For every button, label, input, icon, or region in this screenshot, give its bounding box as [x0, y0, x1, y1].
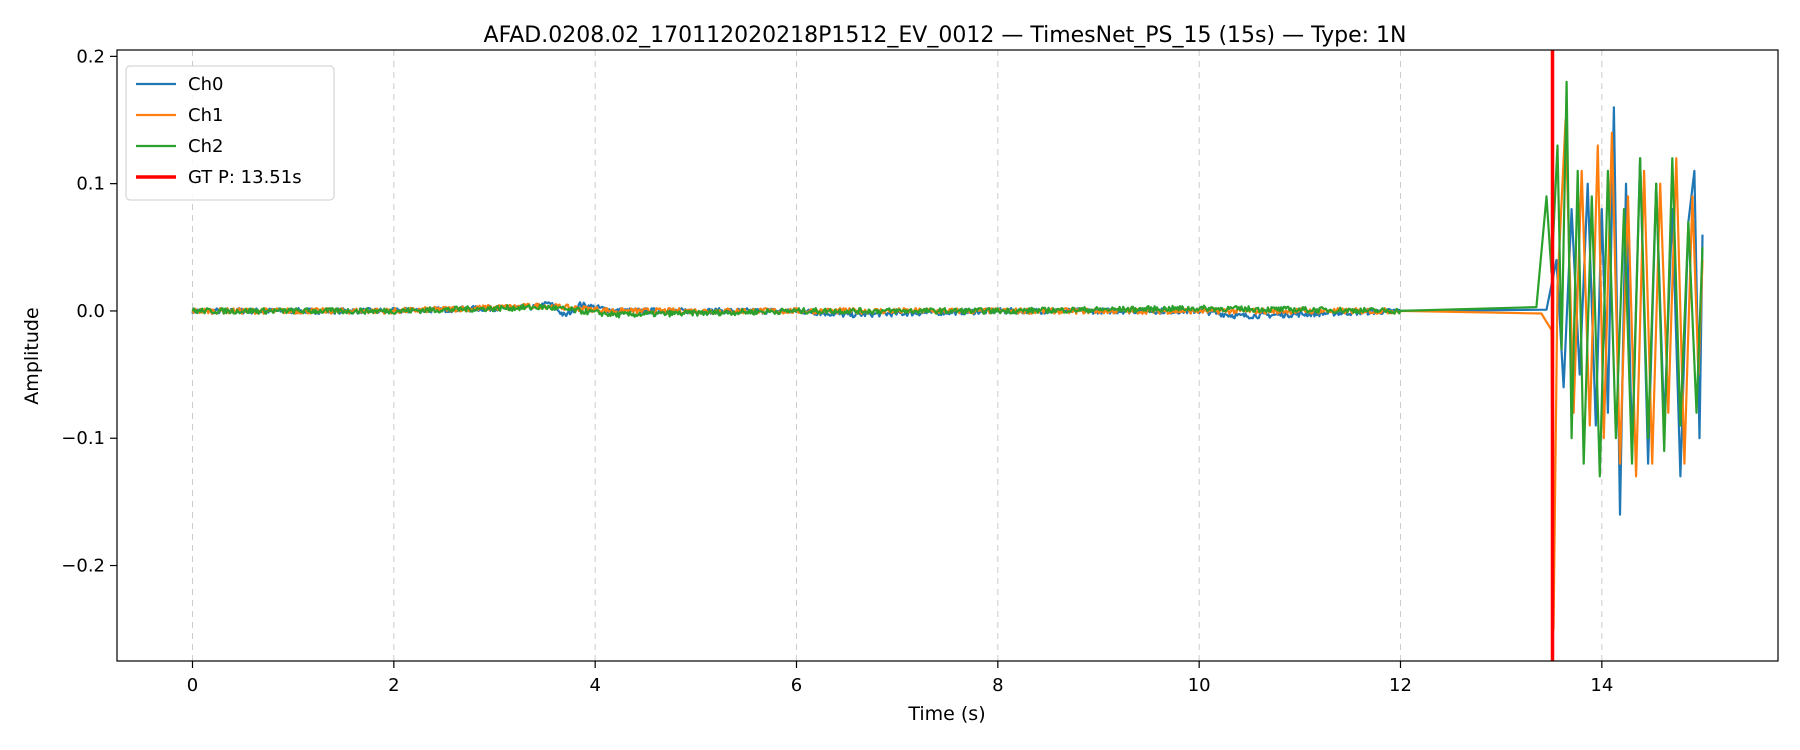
x-tick-label: 2 [388, 675, 399, 696]
chart-title: AFAD.0208.02_170112020218P1512_EV_0012 —… [484, 23, 1407, 48]
x-tick-label: 4 [589, 675, 600, 696]
axis-ticks: 0 2 4 6 8 10 12 14 −0.2 −0.1 0.0 0.1 0.2 [61, 46, 1613, 696]
x-axis-label: Time (s) [907, 703, 985, 725]
series-line-ch2 [191, 80, 1704, 478]
legend-label: Ch0 [188, 74, 223, 95]
x-tick-label: 8 [992, 675, 1003, 696]
y-tick-label: 0.2 [76, 46, 105, 67]
y-tick-label: 0.1 [76, 174, 105, 195]
axes-frame [116, 49, 1779, 662]
legend-label: Ch2 [188, 136, 223, 157]
x-tick-label: 6 [791, 675, 802, 696]
x-tick-label: 12 [1389, 675, 1412, 696]
y-axis-label: Amplitude [21, 307, 43, 404]
y-tick-label: −0.2 [61, 556, 105, 577]
x-tick-label: 0 [187, 675, 198, 696]
y-tick-label: −0.1 [61, 428, 105, 449]
legend: Ch0 Ch1 Ch2 GT P: 13.51s [125, 65, 335, 201]
x-tick-label: 14 [1590, 675, 1613, 696]
legend-label: Ch1 [188, 105, 223, 126]
legend-label: GT P: 13.51s [188, 167, 302, 188]
plot-area [191, 50, 1704, 661]
legend-box [125, 65, 335, 201]
y-tick-label: 0.0 [76, 301, 105, 322]
x-tick-label: 10 [1188, 675, 1211, 696]
